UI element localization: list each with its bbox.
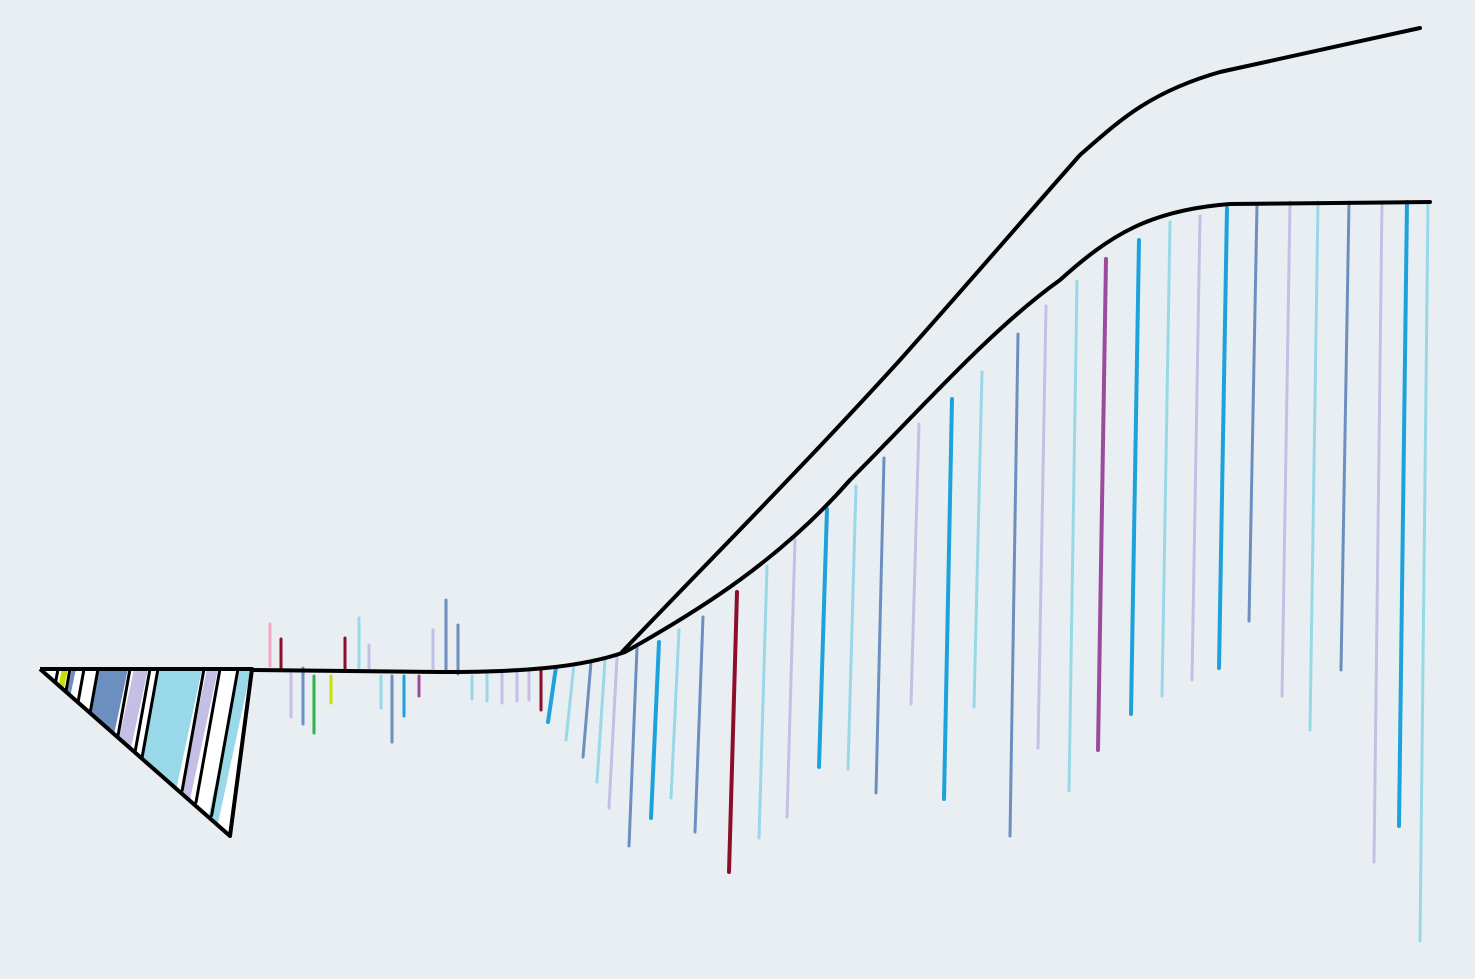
curve-tick-28 (1280, 200, 1292, 698)
wedge-divider-2 (64, 667, 72, 693)
curve-tick-7 (649, 640, 661, 820)
curve-tick-2 (564, 662, 576, 742)
curve-tick-3 (581, 660, 593, 759)
baseline-ticks (268, 598, 543, 744)
wedge-divider-4 (88, 667, 100, 714)
wedge-divider-8 (180, 667, 206, 792)
wedge-outline (38, 667, 254, 838)
curve-tick-16 (909, 422, 921, 706)
curve-tick-32 (1397, 200, 1409, 828)
curve-tick-14 (846, 484, 858, 771)
wedge-band-1 (58, 669, 68, 690)
curve-tick-5 (607, 655, 619, 810)
lower-curve (250, 200, 1432, 675)
wedge-divider-9 (194, 667, 222, 804)
curve-tick-24 (1160, 220, 1172, 698)
wedge-band-3 (88, 669, 128, 735)
curve-tick-13 (817, 507, 829, 769)
wedge-divider-1 (54, 667, 60, 684)
curve-tick-21 (1067, 279, 1079, 793)
curve-tick-12 (785, 538, 797, 819)
curve-tick-25 (1190, 214, 1202, 682)
wedge-band-2 (66, 669, 76, 696)
wedge-divider-7 (140, 667, 160, 758)
curve-tick-8 (669, 628, 681, 800)
curve-tick-27 (1247, 203, 1259, 623)
curve-tick-29 (1308, 200, 1320, 732)
wedge-band-7 (208, 669, 251, 826)
curve-tick-26 (1217, 206, 1229, 670)
curve-tick-11 (757, 564, 769, 840)
curve-tick-10 (727, 590, 739, 874)
curve-tick-17 (942, 397, 954, 801)
curve-tick-23 (1129, 238, 1141, 716)
curve-tick-18 (972, 370, 984, 709)
wedge-band-6 (180, 669, 218, 801)
curve-ticks (546, 200, 1430, 943)
curve-tick-22 (1096, 257, 1108, 752)
curve-tick-9 (693, 615, 705, 834)
curve-tick-33 (1418, 200, 1430, 943)
curve-tick-4 (595, 658, 607, 784)
wedge-stripes (54, 667, 251, 826)
curve-tick-15 (874, 456, 886, 795)
wedge-divider-3 (76, 667, 86, 704)
wedge-divider-10 (210, 667, 240, 817)
curve-tick-31 (1372, 200, 1384, 864)
curve-tick-19 (1008, 332, 1020, 838)
curve-tick-6 (627, 646, 639, 848)
curve-tick-30 (1339, 200, 1351, 672)
wedge-divider-5 (116, 667, 132, 738)
curve-tick-20 (1036, 304, 1048, 750)
wedge-divider-6 (133, 667, 152, 752)
upper-curve (620, 26, 1422, 654)
wedge-band-5 (141, 669, 202, 789)
wedge-band-4 (119, 669, 148, 749)
curve-tick-1 (546, 665, 558, 724)
